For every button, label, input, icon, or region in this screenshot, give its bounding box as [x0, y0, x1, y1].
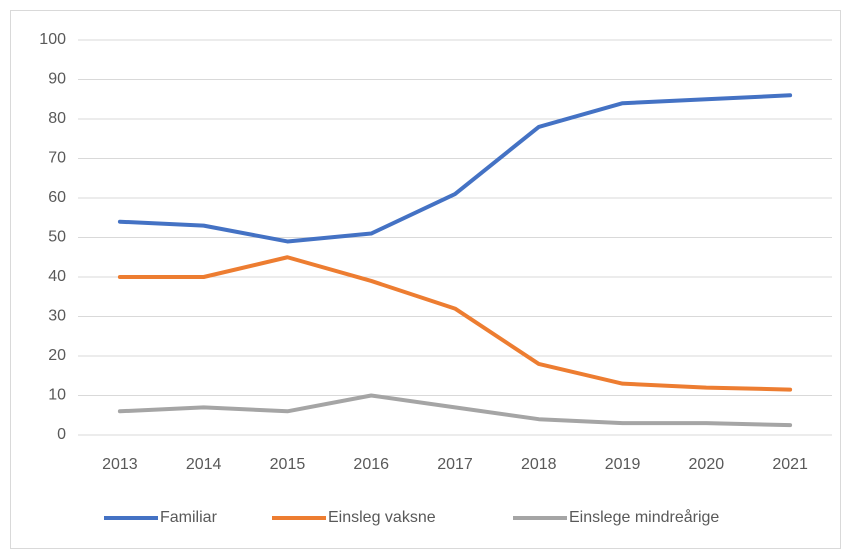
y-tick-label: 40 — [48, 268, 66, 285]
y-tick-label: 90 — [48, 71, 66, 88]
y-tick-label: 50 — [48, 229, 66, 246]
y-tick-label: 60 — [48, 189, 66, 206]
data-line — [117, 255, 793, 392]
x-tick-label: 2021 — [772, 456, 808, 473]
legend-label: Familiar — [160, 509, 218, 526]
y-tick-label: 100 — [39, 31, 66, 48]
y-tick-label: 30 — [48, 308, 66, 325]
x-tick-label: 2013 — [102, 456, 138, 473]
y-tick-label: 80 — [48, 110, 66, 127]
legend-label: Einsleg vaksne — [328, 509, 436, 526]
x-tick-label: 2020 — [689, 456, 725, 473]
x-tick-label: 2018 — [521, 456, 557, 473]
y-tick-label: 70 — [48, 150, 66, 167]
y-tick-label: 0 — [57, 426, 66, 443]
data-line — [117, 93, 793, 244]
x-tick-label: 2019 — [605, 456, 641, 473]
x-tick-label: 2016 — [353, 456, 389, 473]
legend-label: Einslege mindreårige — [569, 508, 719, 526]
y-tick-label: 20 — [48, 347, 66, 364]
x-tick-label: 2015 — [270, 456, 306, 473]
x-tick-label: 2014 — [186, 456, 222, 473]
data-line — [117, 393, 793, 428]
y-tick-label: 10 — [48, 387, 66, 404]
x-tick-label: 2017 — [437, 456, 473, 473]
